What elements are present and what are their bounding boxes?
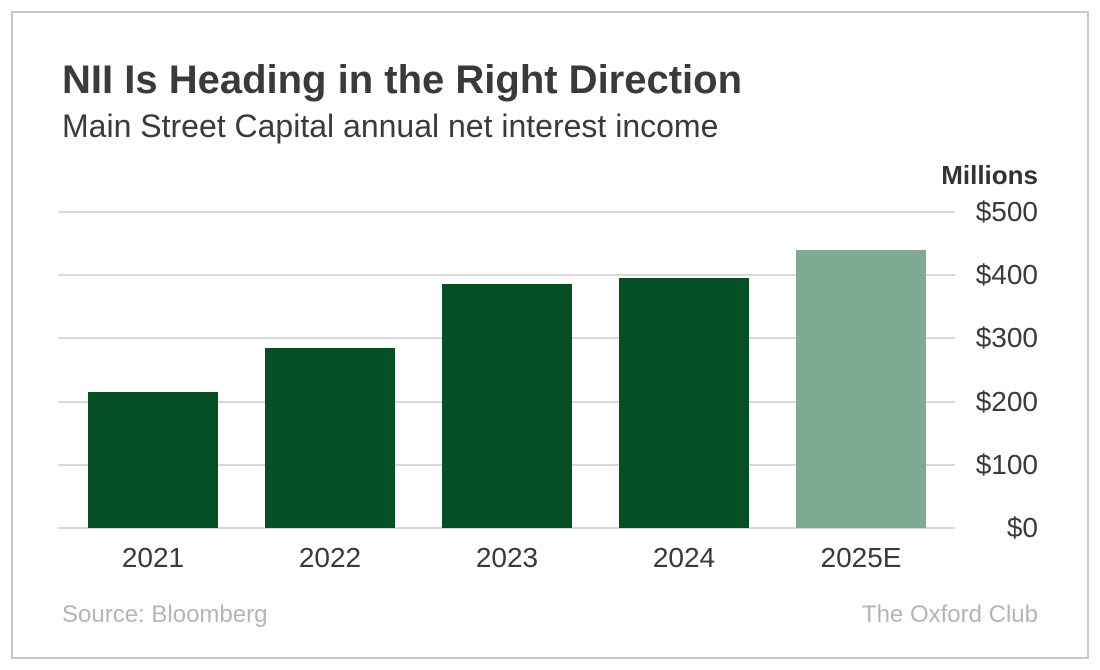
- bar-2021: [88, 392, 218, 528]
- plot-area: [58, 211, 955, 529]
- y-tick-label-0: $0: [1006, 512, 1038, 543]
- y-tick-label-200: $200: [975, 385, 1038, 417]
- x-tick-label-2022: 2022: [298, 542, 362, 573]
- y-tick-label-400: $400: [975, 259, 1038, 291]
- gridline-400: [58, 274, 955, 277]
- bar-2025E: [796, 249, 926, 528]
- x-tick-label-2023: 2023: [475, 542, 539, 573]
- y-axis-unit-label: Millions: [941, 160, 1038, 190]
- bar-2024: [619, 277, 749, 528]
- x-tick-label-2025E: 2025E: [820, 542, 902, 573]
- chart-subtitle: Main Street Capital annual net interest …: [62, 108, 719, 144]
- source-note: Source: Bloomberg: [62, 601, 268, 628]
- gridline-500: [58, 211, 955, 213]
- y-tick-label-100: $100: [975, 448, 1038, 480]
- bar-2023: [442, 284, 572, 528]
- bar-2022: [265, 347, 395, 528]
- attribution: The Oxford Club: [861, 601, 1038, 628]
- y-tick-label-300: $300: [975, 322, 1038, 354]
- y-tick-label-500: $500: [975, 196, 1038, 227]
- gridline-0: [58, 527, 955, 529]
- x-tick-label-2021: 2021: [121, 542, 185, 573]
- chart-title: NII Is Heading in the Right Direction: [62, 58, 743, 102]
- x-tick-label-2024: 2024: [652, 542, 716, 573]
